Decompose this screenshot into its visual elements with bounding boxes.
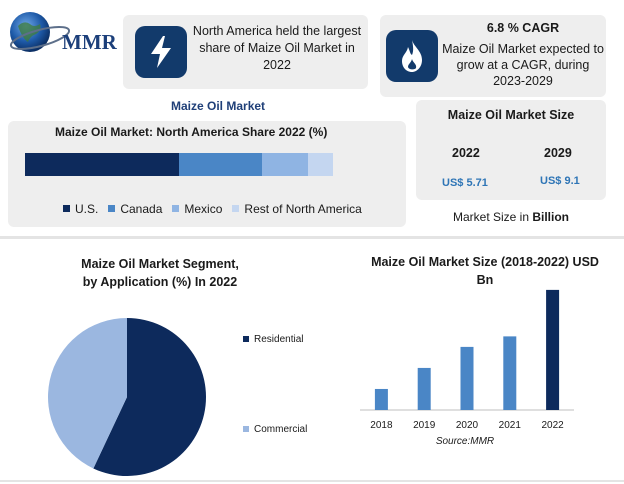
column-title-line2: Bn <box>476 273 494 287</box>
market-size-panel: Maize Oil Market Size 2022 2029 US$ 5.71… <box>416 100 606 200</box>
legend-item: Canada <box>108 202 162 216</box>
share-panel: Maize Oil Market: North America Share 20… <box>8 121 406 227</box>
stacked-segment-rest-of-north-america <box>308 153 333 176</box>
stacked-segment-canada <box>179 153 263 176</box>
legend-swatch <box>172 205 180 212</box>
legend-swatch <box>243 336 249 342</box>
legend-swatch <box>108 205 116 212</box>
bar-2022 <box>546 289 560 410</box>
stacked-bar <box>25 153 333 176</box>
column-chart: 2018 2019 2020 2021 2022 <box>360 289 574 431</box>
legend-label: U.S. <box>75 201 99 216</box>
legend-commercial: Commercial <box>243 424 307 435</box>
tick-label-2019: 2019 <box>413 420 436 431</box>
lightning-icon <box>135 26 187 78</box>
legend-label: Rest of North America <box>244 201 362 216</box>
flame-icon <box>386 30 438 82</box>
bar-2019 <box>417 367 431 410</box>
column-title-line1: Maize Oil Market Size (2018-2022) USD <box>371 255 599 269</box>
market-size-note: Market Size in Billion <box>416 210 606 224</box>
market-size-note-prefix: Market Size in <box>452 210 533 224</box>
pie-slice-residential <box>93 318 206 476</box>
legend-item: Mexico <box>172 202 222 216</box>
year-2029-label: 2029 <box>544 146 572 160</box>
market-size-note-unit: Billion <box>532 210 570 224</box>
tick-label-2021: 2021 <box>499 420 522 431</box>
legend-label: Canada <box>120 201 163 216</box>
pie-chart <box>48 318 206 476</box>
legend-residential: Residential <box>243 334 303 345</box>
stacked-segment-u-s- <box>25 153 179 176</box>
legend-swatch <box>243 426 249 432</box>
value-2029: US$ 9.1 <box>540 175 580 187</box>
pie-title-line2: by Application (%) In 2022 <box>82 275 238 289</box>
legend-commercial-label: Commercial <box>254 424 308 435</box>
column-source: Source:MMR <box>435 436 495 447</box>
market-size-title: Maize Oil Market Size <box>447 108 575 122</box>
pie-slice-commercial <box>48 318 128 469</box>
share-legend: U.S. Canada Mexico Rest of North America <box>63 199 403 217</box>
share-chart-title: Maize Oil Market: North America Share 20… <box>55 125 328 139</box>
pie-title-line1: Maize Oil Market Segment, <box>81 257 239 271</box>
value-2022: US$ 5.71 <box>442 177 488 189</box>
legend-residential-label: Residential <box>254 334 304 345</box>
bar-2021 <box>503 336 517 410</box>
year-2022-label: 2022 <box>452 146 480 160</box>
legend-item: U.S. <box>63 202 98 216</box>
cagr-panel: 6.8 % CAGR Maize Oil Market expected to … <box>380 15 606 97</box>
cagr-text: Maize Oil Market expected to grow at a C… <box>442 42 604 88</box>
bottom-divider <box>0 480 624 482</box>
highlight-panel: North America held the largest share of … <box>123 15 368 89</box>
legend-item: Rest of North America <box>232 201 362 216</box>
market-title: Maize Oil Market <box>171 99 266 113</box>
brand-name: MMR <box>62 30 117 54</box>
tick-label-2022: 2022 <box>541 420 564 431</box>
highlight-text: North America held the largest share of … <box>192 24 362 72</box>
bar-2018 <box>374 388 388 410</box>
legend-swatch <box>232 205 240 212</box>
cagr-title: 6.8 % CAGR <box>486 21 560 35</box>
legend-label: Mexico <box>184 201 223 216</box>
legend-swatch <box>63 205 70 212</box>
bar-2020 <box>460 346 474 410</box>
stacked-segment-mexico <box>262 153 309 176</box>
section-divider <box>0 236 624 239</box>
brand-logo: MMR <box>6 8 124 58</box>
tick-label-2020: 2020 <box>456 420 479 431</box>
globe-icon <box>9 12 71 52</box>
tick-label-2018: 2018 <box>370 420 393 431</box>
